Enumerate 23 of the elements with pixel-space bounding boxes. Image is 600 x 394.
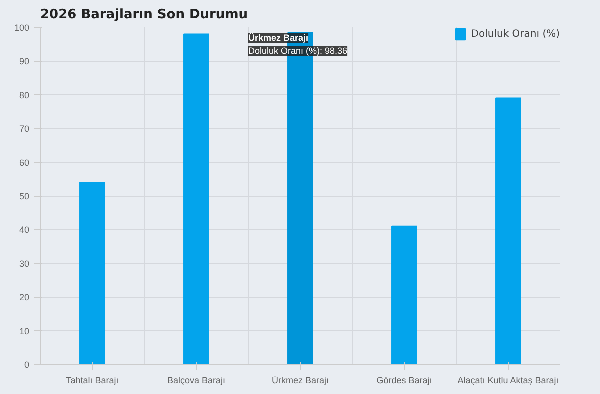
x-tick-label: Ürkmez Barajı xyxy=(272,376,330,386)
x-tick-label: Tahtalı Barajı xyxy=(66,376,119,386)
bar xyxy=(184,34,210,364)
x-tick-label: Gördes Barajı xyxy=(376,376,432,386)
y-tick-label: 30 xyxy=(19,258,30,269)
y-tick-label: 10 xyxy=(19,326,30,336)
x-tick-label: Balçova Barajı xyxy=(167,376,226,386)
chart-title: 2026 Barajların Son Durumu xyxy=(40,8,248,22)
y-tick-label: 100 xyxy=(14,23,30,33)
y-tick-label: 80 xyxy=(19,90,30,100)
y-tick-label: 90 xyxy=(19,56,30,67)
y-tick-label: 50 xyxy=(19,192,30,202)
bar xyxy=(80,182,106,364)
y-tick-label: 70 xyxy=(19,124,30,134)
y-tick-label: 60 xyxy=(19,158,30,168)
y-tick-label: 40 xyxy=(19,225,30,236)
bar xyxy=(392,226,418,364)
legend-label: Doluluk Oranı (%) xyxy=(471,28,560,40)
annotation: Ürkmez Barajı Doluluk Oranı (%): 98,36 xyxy=(248,33,348,56)
bar xyxy=(496,98,522,364)
x-tick-label: Alaçatı Kutlu Aktaş Barajı xyxy=(458,376,559,386)
y-tick-label: 20 xyxy=(19,292,30,303)
y-tick-label: 0 xyxy=(24,360,30,370)
